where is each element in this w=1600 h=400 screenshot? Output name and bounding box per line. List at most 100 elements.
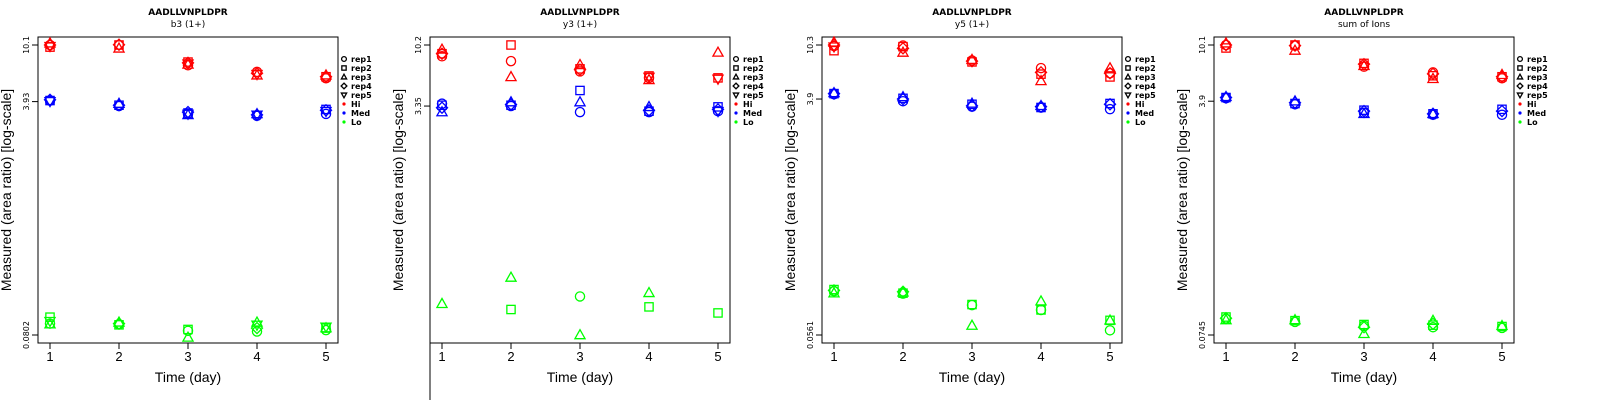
data-point	[504, 270, 518, 282]
data-point	[1221, 92, 1231, 103]
legend-label: rep1	[351, 55, 372, 64]
legend-label: rep3	[1135, 73, 1156, 82]
data-point	[1357, 57, 1371, 71]
legend-swatch	[342, 120, 346, 124]
data-point	[1357, 104, 1371, 118]
data-point	[112, 315, 126, 327]
data-point	[250, 320, 264, 332]
legend-swatch	[342, 111, 346, 115]
data-point	[1034, 294, 1048, 306]
legend-label: Lo	[351, 118, 362, 127]
data-point	[43, 316, 57, 328]
legend-symbol	[732, 72, 740, 80]
data-point	[1288, 313, 1302, 325]
data-point	[827, 283, 841, 297]
data-point	[711, 45, 725, 57]
x-tick-label: 2	[1291, 349, 1298, 364]
data-point	[896, 285, 910, 297]
data-point	[1104, 325, 1116, 336]
legend-label: rep4	[1527, 82, 1548, 91]
data-point	[1034, 74, 1048, 86]
legend-label: rep4	[1135, 82, 1156, 91]
legend-symbol	[1516, 92, 1524, 100]
legend-label: Lo	[1135, 118, 1146, 127]
data-point	[575, 85, 585, 96]
legend-symbol	[1124, 92, 1132, 100]
chart-subtitle: y3 (1+)	[563, 20, 597, 30]
data-point	[1495, 104, 1509, 118]
data-point	[1426, 107, 1440, 121]
data-point	[1288, 96, 1302, 110]
legend-swatch	[734, 102, 738, 106]
data-point	[1357, 327, 1371, 339]
data-point	[642, 100, 656, 112]
legend-label: rep4	[351, 82, 372, 91]
data-point	[1426, 314, 1440, 325]
legend-symbol	[1124, 72, 1132, 80]
data-point	[435, 42, 449, 54]
data-point	[1426, 67, 1440, 81]
data-point	[319, 322, 333, 334]
data-point	[504, 70, 518, 82]
legend-swatch	[1126, 120, 1130, 124]
legend-swatch	[1126, 102, 1130, 106]
x-tick-label: 3	[184, 349, 191, 364]
chart-subtitle: sum of Ions	[1338, 20, 1390, 30]
data-point	[896, 92, 910, 106]
plot-frame	[37, 36, 339, 344]
legend-swatch	[1518, 120, 1522, 124]
legend-label: Lo	[743, 118, 754, 127]
x-tick-label: 2	[115, 349, 122, 364]
y-tick-label: 0.0745	[1198, 321, 1207, 349]
data-point	[319, 70, 333, 84]
chart-panel-2: AADLLVNPLDPR y3 (1+) 1 2 3 4 5 10.2 3.35 Time (da…	[390, 8, 764, 385]
legend-label: rep5	[743, 91, 764, 100]
data-point	[1103, 97, 1117, 111]
data-point	[574, 291, 586, 302]
data-point	[250, 110, 264, 122]
legend-symbol	[1125, 65, 1131, 71]
legend-label: rep2	[1527, 64, 1548, 73]
data-point	[250, 107, 264, 119]
data-point	[1035, 62, 1047, 74]
legend-label: Med	[1527, 109, 1546, 118]
data-point	[114, 40, 124, 50]
data-point	[506, 304, 516, 315]
data-point	[573, 95, 587, 107]
legend-label: rep1	[1527, 55, 1548, 64]
x-tick-label: 1	[1222, 349, 1229, 364]
data-point	[827, 87, 841, 101]
data-point	[711, 74, 725, 86]
legend-symbol	[1124, 55, 1132, 63]
legend-label: Hi	[351, 100, 361, 109]
data-point	[573, 58, 587, 70]
data-point	[573, 328, 587, 340]
chart-title: AADLLVNPLDPR	[148, 8, 228, 18]
legend-symbol	[1516, 55, 1524, 63]
data-point	[573, 63, 587, 77]
data-point	[644, 302, 654, 312]
legend-label: Lo	[1527, 118, 1538, 127]
legend-label: rep1	[743, 55, 764, 64]
data-point	[1219, 91, 1233, 104]
data-point	[43, 41, 57, 53]
x-tick-label: 3	[968, 349, 975, 364]
chart-panel-1: AADLLVNPLDPR b3 (1+) 1 2 3 4 5 10.1 3.93 0.0802 Ti…	[0, 8, 372, 385]
y-tick-label: 3.9	[806, 93, 815, 106]
x-tick-label: 5	[1106, 349, 1113, 364]
data-point	[965, 99, 979, 113]
legend-symbol	[340, 82, 348, 90]
y-axis-label: Measured (area ratio) [log-scale]	[0, 89, 14, 291]
x-tick-label: 3	[1360, 349, 1367, 364]
legend-label: Med	[1135, 109, 1154, 118]
data-point	[1288, 39, 1302, 53]
data-point	[112, 317, 126, 331]
legend-label: Hi	[743, 100, 753, 109]
legend-symbol	[732, 82, 740, 90]
legend-label: rep3	[1527, 73, 1548, 82]
data-point	[1034, 99, 1048, 111]
data-point	[1495, 319, 1509, 331]
legend-swatch	[342, 102, 346, 106]
data-point	[1426, 72, 1440, 84]
